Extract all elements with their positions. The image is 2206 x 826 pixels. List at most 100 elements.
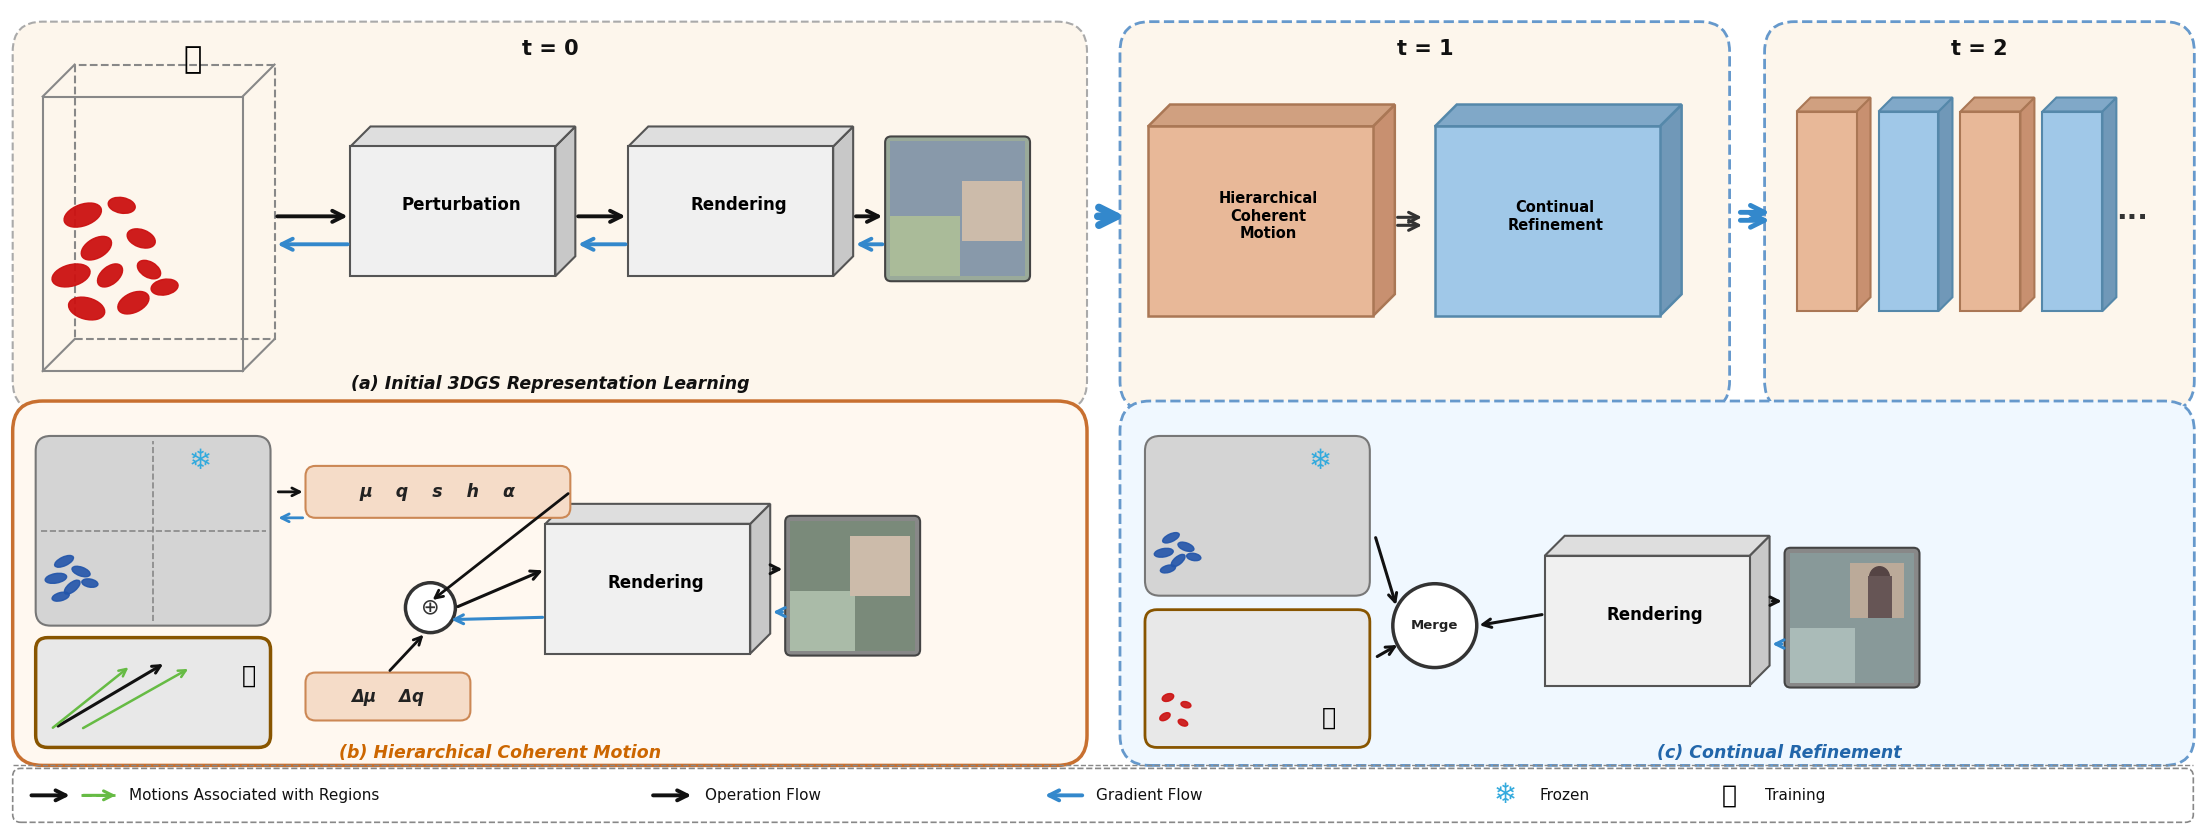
Bar: [1789, 553, 1915, 682]
Ellipse shape: [73, 567, 90, 577]
FancyBboxPatch shape: [35, 638, 271, 748]
Ellipse shape: [82, 236, 113, 260]
FancyBboxPatch shape: [1121, 21, 1730, 411]
Bar: [1868, 576, 1891, 618]
Text: Hierarchical
Coherent
Motion: Hierarchical Coherent Motion: [1218, 192, 1317, 241]
Bar: [790, 521, 915, 651]
Text: ❄: ❄: [188, 447, 212, 475]
Bar: [1849, 563, 1904, 618]
Polygon shape: [834, 126, 854, 276]
Text: (c) Continual Refinement: (c) Continual Refinement: [1657, 744, 1902, 762]
Text: 🔥: 🔥: [1723, 783, 1736, 807]
FancyBboxPatch shape: [785, 515, 920, 656]
FancyBboxPatch shape: [35, 436, 271, 625]
Text: Frozen: Frozen: [1540, 788, 1591, 803]
Ellipse shape: [64, 203, 101, 227]
Ellipse shape: [1160, 565, 1176, 573]
Bar: [1961, 112, 2021, 311]
Bar: [1544, 556, 1749, 686]
Bar: [1796, 112, 1857, 311]
Polygon shape: [1372, 105, 1394, 316]
Polygon shape: [1749, 536, 1769, 686]
Text: Merge: Merge: [1412, 620, 1458, 632]
Text: t = 1: t = 1: [1396, 39, 1454, 59]
Bar: [891, 141, 1026, 276]
Ellipse shape: [117, 292, 150, 314]
Text: Continual
Refinement: Continual Refinement: [1507, 200, 1604, 233]
Ellipse shape: [44, 573, 66, 583]
Ellipse shape: [64, 580, 79, 594]
Ellipse shape: [137, 260, 161, 279]
Text: (a) Initial 3DGS Representation Learning: (a) Initial 3DGS Representation Learning: [351, 375, 750, 393]
Polygon shape: [1147, 105, 1394, 126]
Polygon shape: [1434, 105, 1681, 126]
Text: ❄: ❄: [1493, 781, 1516, 809]
Bar: [2043, 112, 2102, 311]
FancyBboxPatch shape: [885, 136, 1030, 281]
Text: ⊕: ⊕: [421, 598, 439, 618]
Polygon shape: [1939, 97, 1952, 311]
Text: t = 0: t = 0: [523, 39, 578, 59]
Ellipse shape: [108, 197, 135, 213]
Circle shape: [1392, 584, 1476, 667]
Ellipse shape: [53, 264, 90, 287]
Ellipse shape: [150, 279, 179, 295]
Text: Gradient Flow: Gradient Flow: [1096, 788, 1202, 803]
Ellipse shape: [1154, 548, 1174, 558]
Text: Rendering: Rendering: [1606, 605, 1703, 624]
FancyBboxPatch shape: [304, 672, 470, 720]
Text: ...: ...: [2116, 197, 2149, 225]
Text: Rendering: Rendering: [607, 574, 704, 591]
Ellipse shape: [128, 229, 154, 248]
Text: 🔥: 🔥: [240, 663, 256, 687]
Text: Training: Training: [1765, 788, 1824, 803]
Ellipse shape: [97, 263, 124, 287]
Bar: [629, 146, 834, 276]
Text: Operation Flow: Operation Flow: [706, 788, 821, 803]
Bar: [545, 524, 750, 653]
Bar: [790, 591, 856, 651]
Polygon shape: [2102, 97, 2116, 311]
Bar: [891, 216, 960, 276]
Polygon shape: [629, 126, 854, 146]
Ellipse shape: [55, 555, 73, 567]
Text: t = 2: t = 2: [1950, 39, 2007, 59]
FancyBboxPatch shape: [1121, 401, 2195, 766]
Polygon shape: [1880, 97, 1952, 112]
Ellipse shape: [1160, 713, 1169, 721]
Ellipse shape: [68, 297, 104, 320]
Polygon shape: [1796, 97, 1871, 112]
Text: Rendering: Rendering: [690, 197, 788, 215]
Polygon shape: [1857, 97, 1871, 311]
Polygon shape: [1961, 97, 2034, 112]
Text: (b) Hierarchical Coherent Motion: (b) Hierarchical Coherent Motion: [340, 744, 662, 762]
Text: Perturbation: Perturbation: [401, 197, 521, 215]
Ellipse shape: [1868, 567, 1891, 589]
Bar: [962, 182, 1021, 241]
Bar: [1434, 126, 1659, 316]
Polygon shape: [750, 504, 770, 653]
Polygon shape: [2043, 97, 2116, 112]
FancyBboxPatch shape: [13, 401, 1088, 766]
Ellipse shape: [53, 592, 68, 601]
Bar: [849, 536, 911, 596]
Ellipse shape: [82, 579, 97, 587]
FancyBboxPatch shape: [1145, 610, 1370, 748]
Ellipse shape: [1178, 719, 1187, 726]
FancyBboxPatch shape: [1785, 548, 1919, 687]
Bar: [351, 146, 556, 276]
Ellipse shape: [1187, 553, 1200, 561]
Ellipse shape: [1171, 554, 1185, 567]
Text: μ    q    s    h    α: μ q s h α: [360, 483, 516, 501]
Text: Motions Associated with Regions: Motions Associated with Regions: [128, 788, 379, 803]
Polygon shape: [556, 126, 576, 276]
FancyBboxPatch shape: [13, 21, 1088, 411]
FancyBboxPatch shape: [1765, 21, 2195, 411]
Text: ❄: ❄: [1308, 447, 1332, 475]
Bar: [1880, 112, 1939, 311]
Ellipse shape: [1178, 542, 1193, 552]
Bar: [1147, 126, 1372, 316]
Polygon shape: [1659, 105, 1681, 316]
FancyBboxPatch shape: [304, 466, 571, 518]
Polygon shape: [351, 126, 576, 146]
